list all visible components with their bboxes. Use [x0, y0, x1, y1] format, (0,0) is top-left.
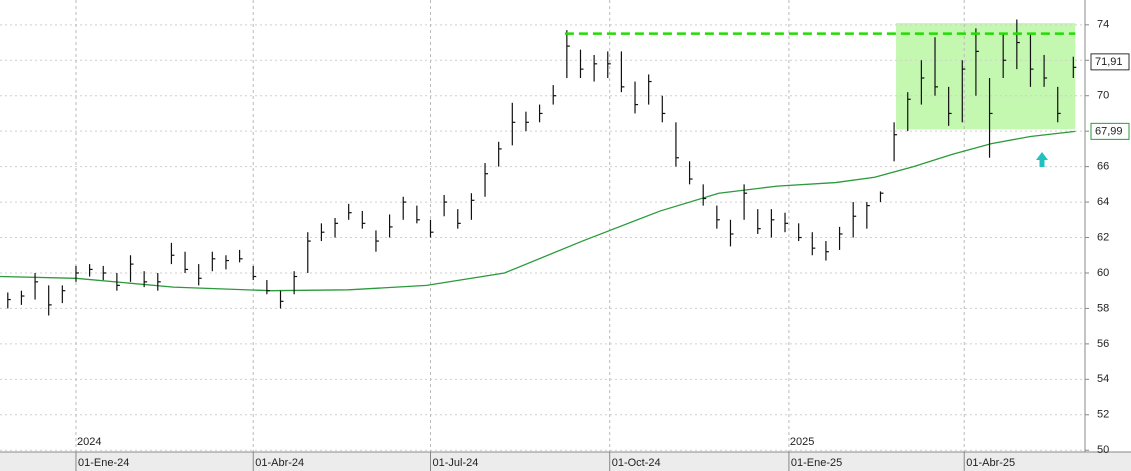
year-label: 2024	[77, 436, 101, 448]
moving-average	[0, 130, 1076, 292]
y-tick-label: 62	[1097, 231, 1109, 243]
y-tick-label: 56	[1097, 338, 1109, 350]
price-label: 67,99	[1095, 125, 1123, 137]
x-axis-band	[0, 452, 1131, 471]
y-tick-label: 50	[1097, 444, 1109, 456]
y-tick-label: 70	[1097, 90, 1109, 102]
x-tick-label: 01-Ene-25	[791, 457, 842, 469]
price-label-box	[1090, 53, 1130, 71]
y-tick-label: 66	[1097, 161, 1109, 173]
y-tick-label: 60	[1097, 267, 1109, 279]
arrow-up	[1036, 152, 1048, 167]
y-tick-label: 64	[1097, 196, 1109, 208]
x-tick-label: 01-Oct-24	[612, 457, 661, 469]
y-tick-label: 58	[1097, 302, 1109, 314]
x-tick-label: 01-Abr-25	[966, 457, 1015, 469]
price-label: 71,91	[1095, 56, 1123, 68]
x-tick-label: 01-Ene-24	[78, 457, 129, 469]
y-tick-label: 52	[1097, 409, 1109, 421]
price-label-box	[1090, 122, 1130, 140]
y-tick-label: 54	[1097, 373, 1109, 385]
range-zone	[896, 23, 1076, 130]
x-tick-label: 01-Abr-24	[255, 457, 304, 469]
x-tick-label: 01-Jul-24	[432, 457, 478, 469]
y-tick-label: 74	[1097, 19, 1109, 31]
year-label: 2025	[790, 436, 814, 448]
